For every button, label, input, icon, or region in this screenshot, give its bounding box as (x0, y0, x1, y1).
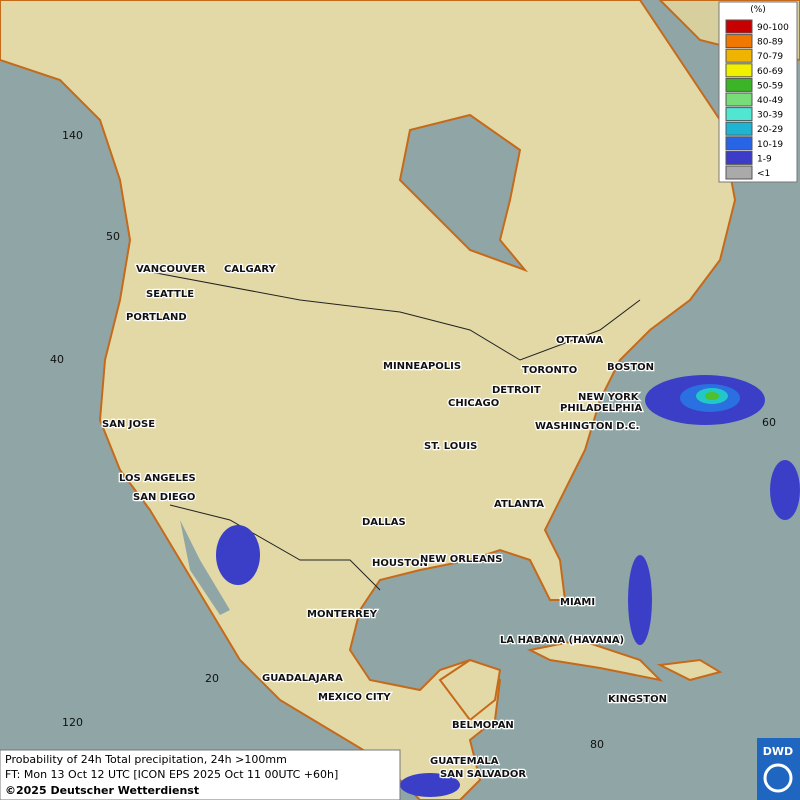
logo: DWD (757, 738, 800, 800)
legend-swatch (725, 48, 753, 63)
legend-swatch (725, 92, 753, 107)
legend-label: 60-69 (757, 67, 783, 77)
legend-swatch (725, 63, 753, 78)
legend-label: 50-59 (757, 81, 783, 91)
city-label: LOS ANGELES (119, 473, 196, 484)
city-label: HOUSTON (372, 558, 428, 569)
gulf-of-california (180, 520, 230, 615)
footer-line: FT: Mon 13 Oct 12 UTC [ICON EPS 2025 Oct… (5, 768, 338, 781)
city-label: WASHINGTON D.C. (535, 421, 639, 432)
city-label: SAN JOSE (102, 419, 155, 430)
legend-swatch (725, 77, 753, 92)
city-label: MEXICO CITY (318, 692, 391, 703)
city-label: VANCOUVER (136, 264, 206, 275)
city-label: GUATEMALA (430, 756, 499, 767)
legend-title: (%) (750, 5, 766, 15)
legend-swatch (725, 121, 753, 136)
legend-label: 80-89 (757, 38, 783, 48)
city-label: NEW ORLEANS (420, 554, 502, 565)
city-label: GUADALAJARA (262, 673, 343, 684)
city-label: TORONTO (522, 365, 577, 376)
city-label: MINNEAPOLIS (383, 361, 461, 372)
logo-text: DWD (763, 745, 793, 758)
legend-label: 1-9 (757, 154, 772, 164)
city-label: CHICAGO (448, 398, 499, 409)
cuba (526, 638, 664, 682)
hispaniola (656, 658, 723, 682)
city-label: ST. LOUIS (424, 441, 477, 452)
city-label: CALGARY (224, 264, 277, 275)
grid-label: 60 (762, 416, 776, 429)
border-lines (139, 269, 641, 591)
legend-label: 30-39 (757, 111, 783, 121)
legend-label: <1 (757, 169, 770, 179)
north-america (0, 0, 737, 800)
precipitation (216, 375, 800, 797)
grid-label: 50 (106, 230, 120, 243)
city-label: SAN DIEGO (133, 492, 195, 503)
legend: (%) 90-100 80-89 70-79 60-69 50-59 40-49 30-39… (718, 1, 798, 183)
legend-label: 90-100 (757, 23, 789, 33)
city-label: MONTERREY (307, 609, 378, 620)
legend-label: 70-79 (757, 52, 783, 62)
legend-swatch (725, 19, 753, 34)
city-label: SAN SALVADOR (440, 769, 526, 780)
grid-label: 20 (205, 672, 219, 685)
grid-label: 120 (62, 716, 83, 729)
footer-line: ©2025 Deutscher Wetterdienst (5, 784, 199, 797)
legend-swatch (725, 150, 753, 165)
hudson-bay (398, 113, 529, 273)
city-label: BELMOPAN (452, 720, 514, 731)
city-label: MIAMI (560, 597, 595, 608)
legend-label: 20-29 (757, 125, 783, 135)
footer: Probability of 24h Total precipitation, … (0, 749, 401, 800)
legend-swatch (725, 136, 753, 151)
grid-label: 80 (590, 738, 604, 751)
city-label: SEATTLE (146, 289, 194, 300)
city-label: PORTLAND (126, 312, 187, 323)
legend-swatch (725, 165, 753, 180)
city-label: LA HABANA (HAVANA) (500, 635, 624, 646)
legend-swatch (725, 34, 753, 49)
grid-label: 40 (50, 353, 64, 366)
footer-line: Probability of 24h Total precipitation, … (5, 753, 287, 766)
city-label: BOSTON (607, 362, 654, 373)
city-label: DALLAS (362, 517, 406, 528)
city-label: OTTAWA (556, 335, 603, 346)
city-label: PHILADELPHIA (560, 403, 642, 414)
grid-label: 140 (62, 129, 83, 142)
city-label: NEW YORK (578, 392, 640, 403)
yucatan (438, 658, 502, 722)
city-label: ATLANTA (494, 499, 544, 510)
city-label: DETROIT (492, 385, 541, 396)
legend-label: 40-49 (757, 96, 783, 106)
legend-label: 10-19 (757, 140, 783, 150)
city-label: KINGSTON (608, 694, 667, 705)
legend-swatch (725, 107, 753, 122)
